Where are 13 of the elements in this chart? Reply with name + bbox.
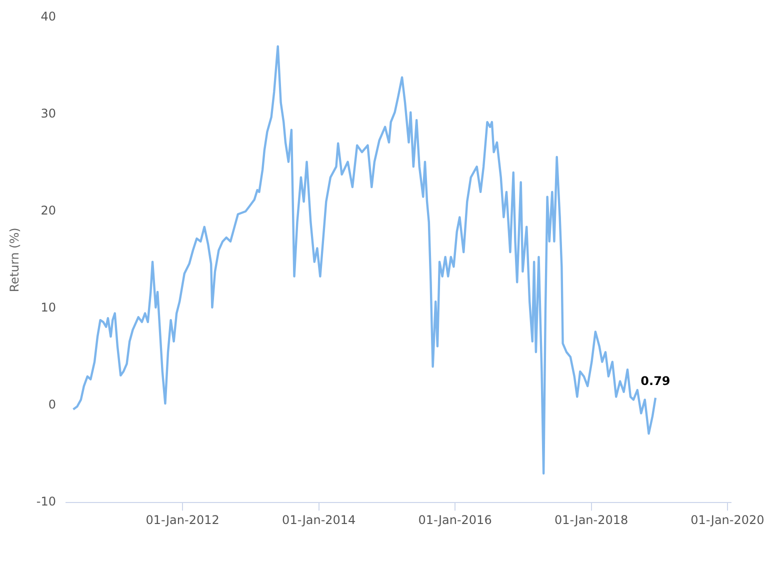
data-label: 0.79 — [640, 374, 670, 388]
x-tick-label: 01-Jan-2012 — [146, 512, 220, 527]
y-tick-label: 10 — [40, 300, 56, 315]
y-tick-label: 0 — [48, 398, 56, 412]
y-axis-title: Return (%) — [7, 228, 22, 292]
x-tick-label: 01-Jan-2020 — [690, 512, 764, 527]
x-tick-label: 01-Jan-2018 — [554, 512, 628, 527]
y-tick-label: 30 — [40, 106, 56, 120]
x-tick-label: 01-Jan-2016 — [418, 512, 492, 527]
y-tick-label: -10 — [36, 494, 56, 509]
y-tick-label: 20 — [40, 203, 56, 218]
x-tick-label: 01-Jan-2014 — [282, 512, 356, 527]
y-tick-label: 40 — [40, 9, 56, 24]
